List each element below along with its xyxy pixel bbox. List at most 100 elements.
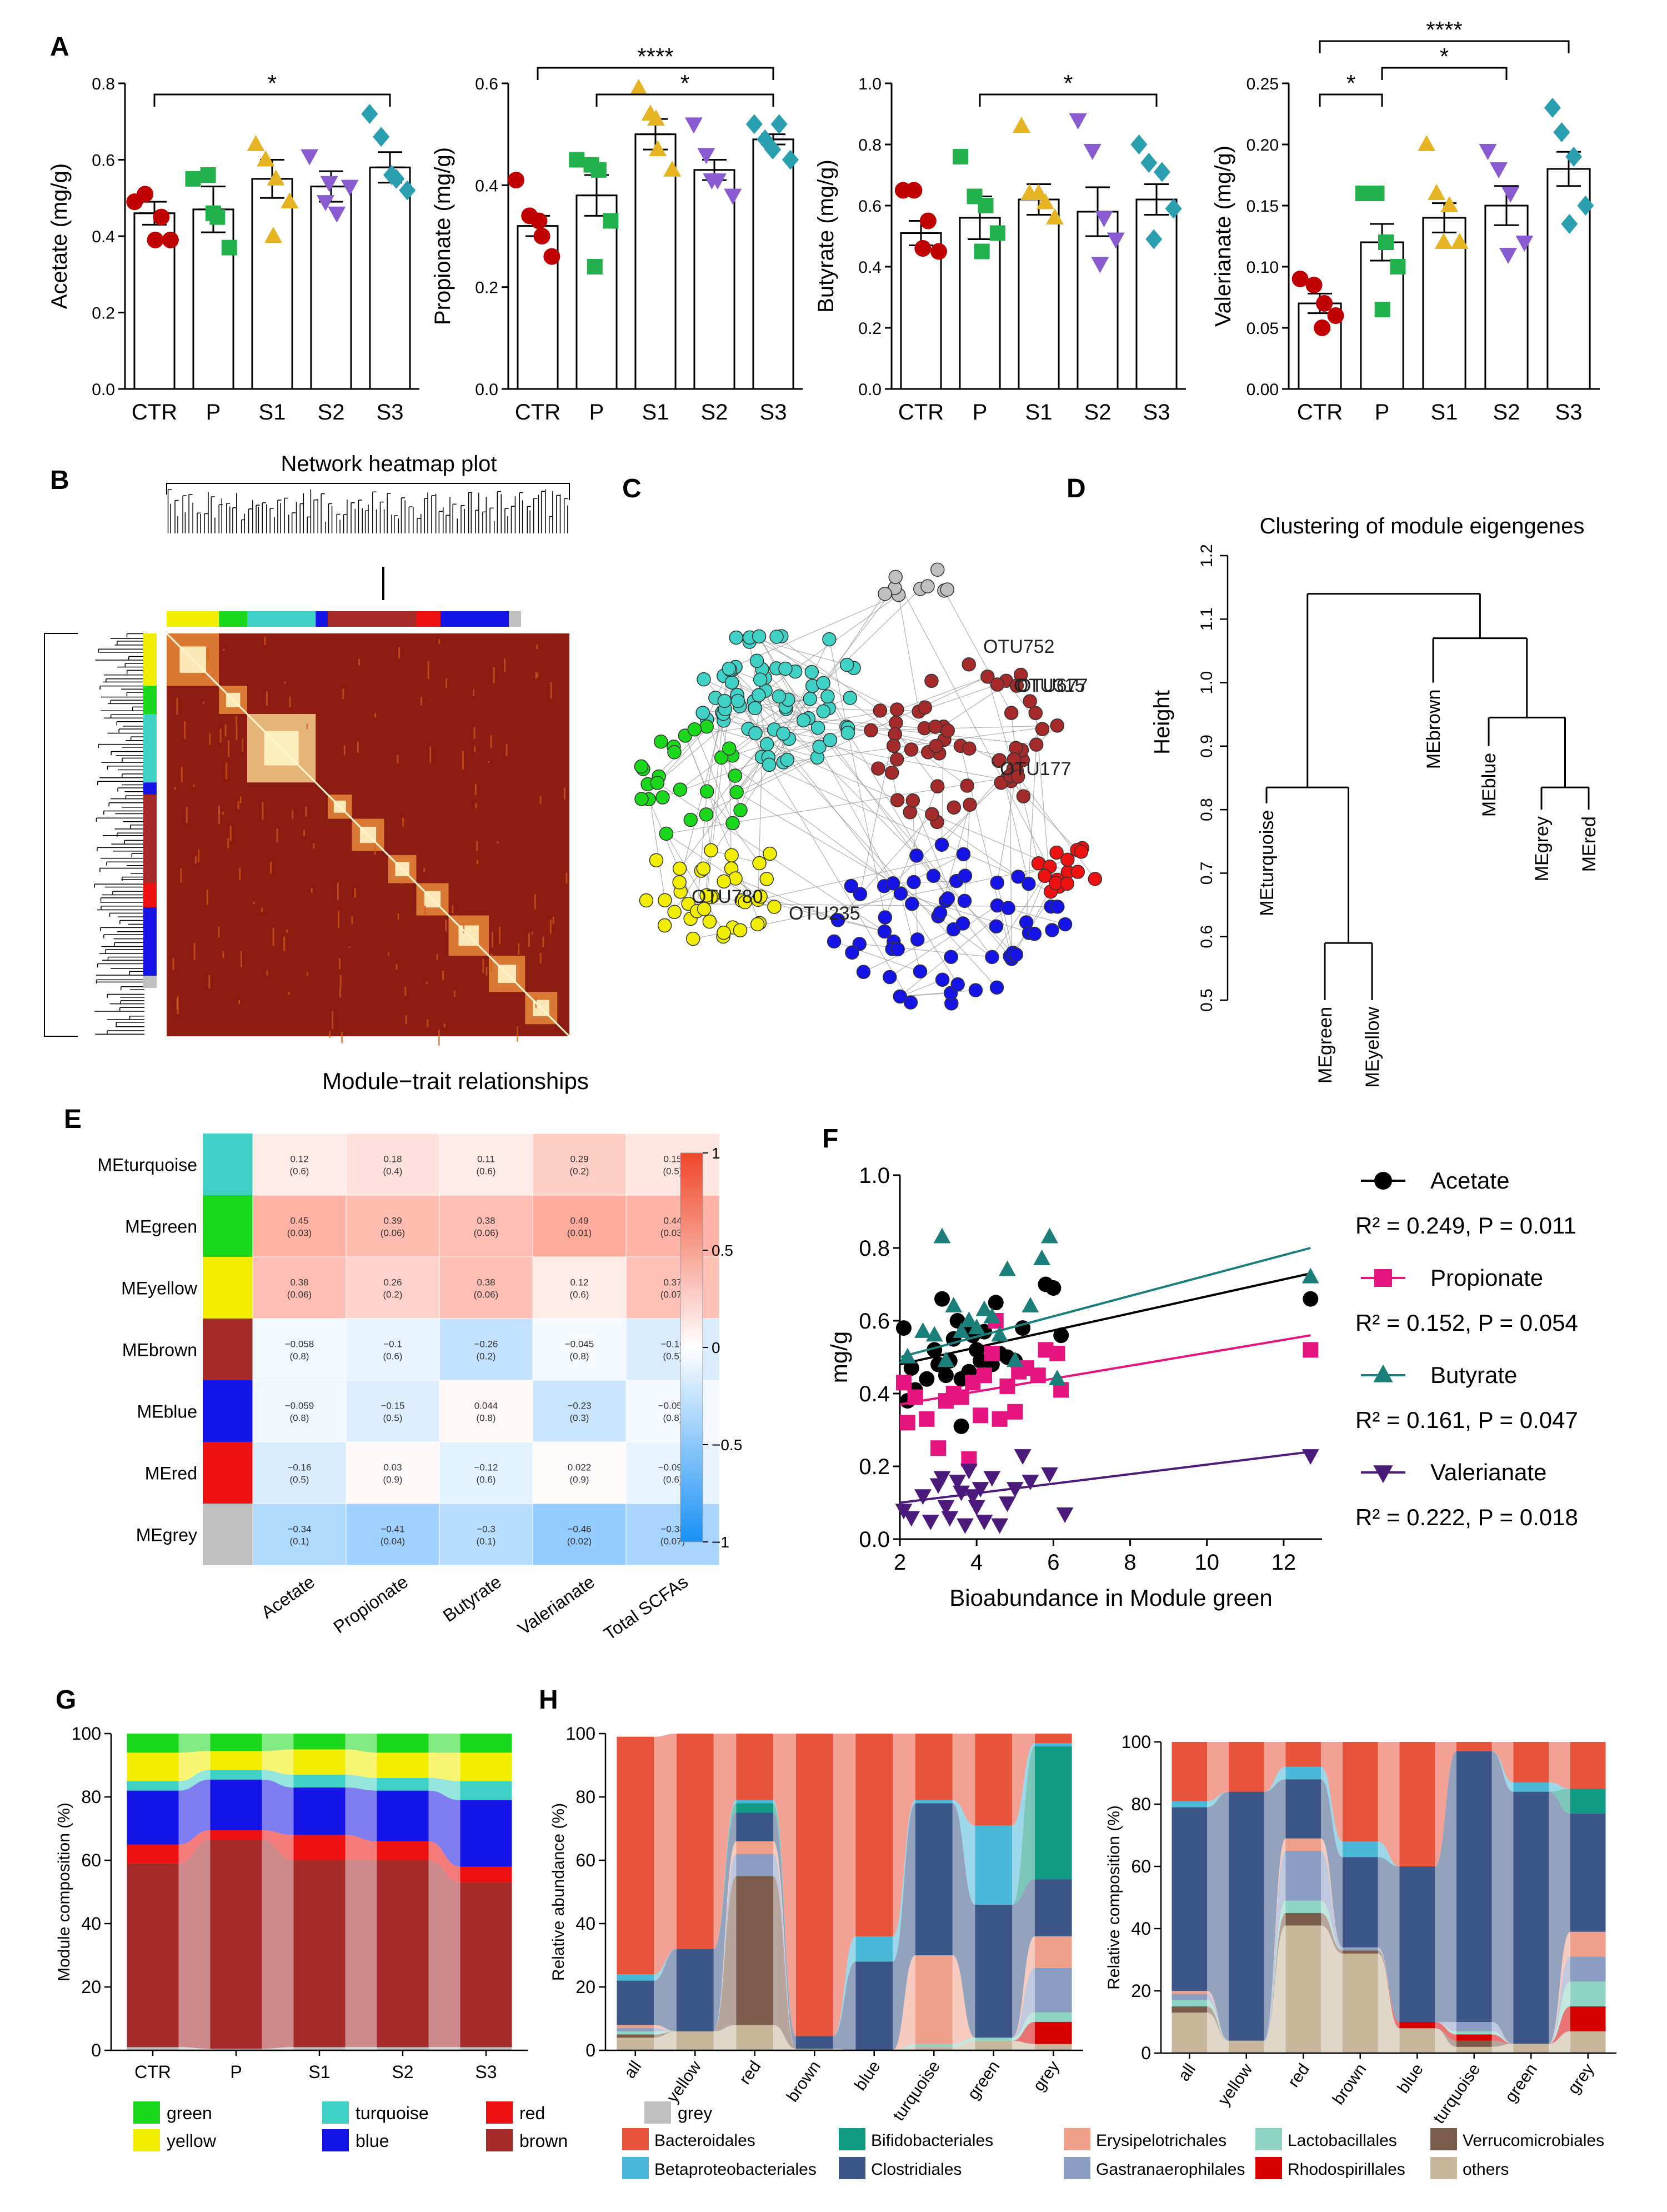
network-edge xyxy=(666,777,1008,835)
y-tick-label: 0 xyxy=(1141,2043,1151,2063)
data-point xyxy=(1577,196,1594,216)
heatmap-title: Network heatmap plot xyxy=(281,452,497,476)
data-point xyxy=(1095,211,1113,227)
panel-label-c: C xyxy=(622,474,642,503)
cell-pvalue: (0.6) xyxy=(477,1475,496,1485)
network-edge xyxy=(703,701,725,910)
data-point xyxy=(914,240,932,257)
legend-swatch-bacteroidales xyxy=(622,2128,649,2150)
heatmap-noise xyxy=(490,953,492,972)
bar-segment-betaproteobacteriales xyxy=(736,1800,774,1804)
network-node-blue xyxy=(909,848,924,863)
network-node-brown xyxy=(963,797,977,812)
heatmap-diagonal xyxy=(166,632,570,1037)
bar-segment-yellow xyxy=(210,1751,262,1770)
y-tick-label: 0.00 xyxy=(1247,381,1279,399)
x-tick-label: turquoise xyxy=(889,2058,944,2124)
bar-segment-brown xyxy=(460,1882,512,2048)
data-point xyxy=(933,1471,951,1487)
network-node-turquoise xyxy=(749,653,764,668)
panel-label-f: F xyxy=(822,1124,838,1154)
data-point xyxy=(953,1389,969,1405)
network-node-blue xyxy=(878,910,893,925)
heatmap-noise xyxy=(303,830,306,836)
heatmap-left-dendrogram xyxy=(44,633,144,1037)
heatmap-noise xyxy=(289,696,291,707)
x-tick-label: grey xyxy=(1564,2060,1598,2098)
data-point xyxy=(663,160,682,177)
data-point xyxy=(919,1411,935,1427)
network-node-blue xyxy=(830,913,845,927)
heatmap-noise xyxy=(427,661,429,679)
heatmap-noise xyxy=(497,841,499,844)
heatmap-noise xyxy=(209,733,211,745)
network-edge xyxy=(997,771,1018,883)
row-color-yellow xyxy=(203,1257,253,1319)
panel-c-network: OTU752 OTU315 OTU177 OTU780 OTU235 OTU677 xyxy=(634,562,1103,1011)
legend-swatch-bifidobacteriales xyxy=(839,2128,865,2150)
y-tick-label: 1.1 xyxy=(1198,607,1216,631)
x-tick-label: CTR xyxy=(898,400,944,425)
x-tick-label: 2 xyxy=(894,1550,906,1575)
network-label: OTU235 xyxy=(789,903,860,924)
heatmap-noise xyxy=(253,901,255,905)
row-label: MEblue xyxy=(137,1402,198,1422)
heatmap-noise xyxy=(174,786,177,790)
heatmap-noise xyxy=(563,787,565,800)
data-point xyxy=(975,1515,993,1531)
scale-tick-label: −0.5 xyxy=(712,1436,742,1454)
heatmap-noise xyxy=(402,817,404,827)
network-node-turquoise xyxy=(748,726,763,741)
data-point xyxy=(569,152,585,168)
y-tick-label: 0.15 xyxy=(1247,197,1279,216)
heatmap-noise xyxy=(539,796,542,804)
x-tick-label: S2 xyxy=(1493,400,1520,425)
y-tick-label: 0.8 xyxy=(858,136,882,154)
heatmap-noise xyxy=(536,644,538,650)
cell-value: 0.38 xyxy=(477,1277,495,1288)
bar-segment-green xyxy=(127,1734,179,1753)
data-point xyxy=(1130,134,1148,154)
network-node-green xyxy=(729,785,744,800)
heatmap-noise xyxy=(223,648,225,651)
y-tick-label: 0.6 xyxy=(475,75,498,93)
heatmap-cell xyxy=(625,1133,720,1196)
data-point xyxy=(399,180,416,201)
network-node-green xyxy=(728,768,743,783)
legend-stat: R² = 0.222, P = 0.018 xyxy=(1355,1504,1578,1530)
network-node-yellow xyxy=(667,905,682,919)
heatmap-noise xyxy=(473,727,475,740)
bar-segment-bacteroidales xyxy=(1399,1742,1435,1866)
heatmap-noise xyxy=(488,761,490,763)
cell-pvalue: (0.06) xyxy=(287,1290,312,1300)
row-label: MEgrey xyxy=(136,1525,197,1545)
bar-segment-bacteroidales xyxy=(1570,1742,1606,1789)
network-node-yellow xyxy=(658,893,672,907)
bar-segment-bacteroidales xyxy=(855,1734,893,1936)
y-axis-title: Relative abundance (%) xyxy=(549,1803,568,1981)
x-tick-label: S2 xyxy=(318,400,345,425)
bar-segment-yellow xyxy=(460,1752,512,1781)
network-node-turquoise xyxy=(697,672,711,687)
data-point xyxy=(903,1511,920,1527)
heatmap-noise xyxy=(239,867,241,881)
network-node-yellow xyxy=(639,893,654,908)
data-point xyxy=(629,79,648,96)
y-tick-label: 1.0 xyxy=(859,1164,890,1188)
bar-s1 xyxy=(634,133,677,390)
heatmap-noise xyxy=(237,801,239,810)
bar-segment-gastranaerophilales xyxy=(1570,1956,1606,1982)
heatmap-noise xyxy=(505,743,508,756)
heatmap-noise xyxy=(343,745,346,755)
network-node-brown xyxy=(889,752,904,767)
bar-segment-rhodospirillales xyxy=(1456,2034,1492,2041)
legend-label: Betaproteobacteriales xyxy=(654,2160,817,2179)
network-node-yellow xyxy=(759,872,774,886)
heatmap-module-bars xyxy=(143,611,521,988)
legend-stat: R² = 0.152, P = 0.054 xyxy=(1355,1310,1578,1336)
x-tick-label: blue xyxy=(1394,2060,1427,2096)
heatmap-noise xyxy=(476,841,478,851)
bar-segment-others xyxy=(736,2025,774,2050)
heatmap-noise xyxy=(242,738,244,752)
y-tick-label: 0.6 xyxy=(1198,925,1216,948)
